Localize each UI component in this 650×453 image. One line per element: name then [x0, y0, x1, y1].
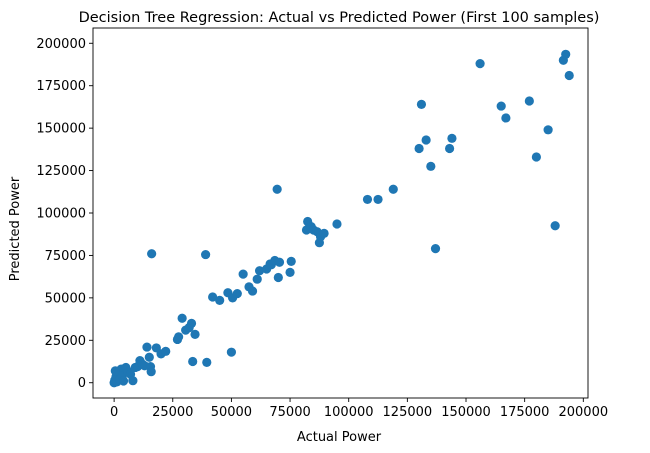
- data-point: [274, 257, 285, 267]
- y-axis-label: Predicted Power: [8, 176, 23, 281]
- y-tick-label: 125000: [36, 164, 86, 179]
- x-tick-label: 125000: [383, 405, 433, 420]
- data-point: [186, 318, 197, 328]
- series-points: [109, 49, 574, 388]
- data-point: [496, 101, 506, 111]
- y-tick-label: 175000: [36, 79, 86, 94]
- data-point: [188, 356, 198, 367]
- data-point: [177, 313, 187, 323]
- x-tick-label: 200000: [558, 405, 608, 420]
- data-point: [414, 143, 424, 154]
- data-point: [475, 59, 485, 69]
- data-point: [430, 244, 441, 254]
- x-tick-label: 150000: [441, 405, 491, 420]
- plot-area: 0 25000 50000 75000 100000 125000 150000 175000…: [36, 27, 608, 420]
- x-tick-label: 100000: [324, 405, 374, 420]
- data-point: [174, 332, 184, 342]
- data-point: [447, 133, 457, 143]
- data-point: [388, 184, 398, 194]
- data-point: [550, 221, 560, 231]
- data-point: [543, 125, 553, 135]
- y-tick-label: 100000: [36, 207, 86, 222]
- data-point: [254, 266, 265, 276]
- x-tick-label: 75000: [269, 405, 310, 420]
- data-point: [144, 352, 154, 362]
- data-point: [362, 194, 373, 205]
- data-point: [373, 194, 383, 205]
- data-point: [226, 347, 237, 357]
- data-point: [202, 357, 212, 367]
- y-tick-label: 50000: [45, 291, 86, 306]
- data-point: [190, 329, 200, 339]
- data-point: [319, 228, 329, 238]
- x-tick-label: 0: [110, 405, 118, 420]
- x-axis-label: Actual Power: [297, 430, 382, 445]
- data-point: [232, 289, 242, 299]
- data-point: [110, 366, 120, 376]
- data-point: [444, 143, 455, 154]
- data-point: [247, 286, 258, 296]
- data-point: [426, 161, 436, 171]
- x-tick-label: 175000: [500, 405, 550, 420]
- data-point: [118, 376, 129, 386]
- data-point: [128, 376, 138, 386]
- data-point: [286, 256, 296, 266]
- y-tick-label: 75000: [45, 249, 86, 264]
- data-point: [215, 295, 225, 306]
- data-point: [147, 249, 157, 259]
- y-tick-label: 0: [78, 376, 86, 391]
- data-point: [146, 367, 156, 377]
- data-point: [421, 135, 431, 145]
- data-point: [252, 274, 262, 284]
- plot-frame: [92, 27, 589, 399]
- data-point: [564, 70, 574, 81]
- data-point: [561, 49, 571, 59]
- data-point: [238, 269, 248, 279]
- x-tick-label: 25000: [152, 405, 193, 420]
- y-tick-label: 200000: [36, 37, 86, 52]
- data-point: [501, 113, 511, 123]
- data-point: [273, 272, 283, 283]
- data-point: [531, 152, 541, 162]
- data-point: [332, 219, 342, 229]
- x-tick-label: 50000: [211, 405, 252, 420]
- data-point: [161, 346, 171, 356]
- data-point: [416, 99, 427, 109]
- y-tick-label: 150000: [36, 122, 86, 137]
- data-point: [201, 249, 211, 260]
- chart-title: Decision Tree Regression: Actual vs Pred…: [79, 10, 600, 26]
- y-tick-label: 25000: [45, 334, 86, 349]
- data-point: [208, 292, 218, 302]
- data-point: [272, 184, 282, 194]
- data-point: [142, 342, 152, 352]
- data-point: [285, 267, 295, 277]
- data-point: [524, 96, 534, 106]
